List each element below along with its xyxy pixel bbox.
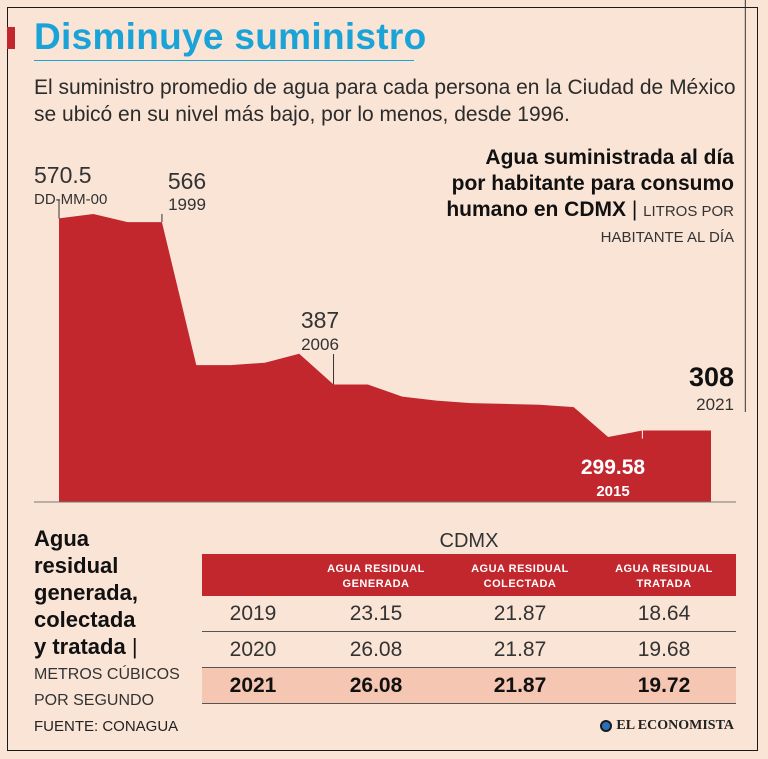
area-series (59, 214, 711, 502)
table-row: 2020 26.08 21.87 19.68 (202, 632, 736, 668)
annotation-label: 2021 (696, 395, 734, 414)
table-region-label: CDMX (439, 530, 499, 552)
header-generada-line-2: GENERADA (342, 578, 410, 590)
table-title-line-1: Agua (34, 526, 89, 551)
chart-title-line-3: humano en CDMX (446, 198, 627, 221)
chart-title-line-2: por habitante para consumo (451, 172, 734, 195)
chart-title: Agua suministrada al día por habitante p… (374, 145, 734, 251)
row-tratada: 18.64 (637, 601, 691, 625)
publisher-logo: EL ECONOMISTA (600, 718, 734, 734)
row-tratada: 19.68 (637, 637, 691, 661)
page-title: Disminuye suministro (34, 16, 427, 57)
table-title-line-5: y tratada (34, 634, 126, 659)
annotation-label: 2006 (301, 335, 339, 354)
row-year: 2020 (229, 637, 277, 661)
chart-unit-line-1: LITROS POR (643, 203, 734, 220)
logo-icon (600, 720, 613, 732)
source-note: FUENTE: CONAGUA (34, 718, 179, 735)
table-unit: METROS CÚBICOS POR SEGUNDO (34, 662, 204, 714)
row-year: 2021 (229, 673, 277, 697)
annotation-value: 566 (168, 168, 206, 194)
annotation-value: 570.5 (34, 162, 92, 188)
row-generada: 26.08 (349, 673, 403, 697)
header-tratada-line-2: TRATADA (636, 578, 692, 590)
logo-text: EL ECONOMISTA (616, 718, 734, 733)
annotation-label: 2015 (596, 483, 629, 500)
annotation-value: 299.58 (581, 456, 646, 479)
table-header-tratada: AGUA RESIDUAL TRATADA (592, 554, 736, 596)
row-year: 2019 (229, 601, 277, 625)
header-colectada-line-2: COLECTADA (483, 578, 557, 590)
title-accent-bar (7, 27, 15, 49)
header-colectada-line-1: AGUA RESIDUAL (471, 563, 569, 575)
chart-unit-line-2: HABITANTE AL DÍA (600, 229, 734, 246)
table-title: Agua residual generada, colectada y trat… (34, 525, 194, 660)
header-tratada-line-1: AGUA RESIDUAL (615, 563, 713, 575)
table-title-line-4: colectada (34, 607, 136, 632)
outer-frame (7, 7, 758, 751)
annotation-label: 1999 (168, 195, 206, 214)
chart-title-line-1: Agua suministrada al día (485, 146, 734, 169)
row-colectada: 21.87 (493, 601, 547, 625)
annotation-label: DD-MM-00 (34, 191, 107, 208)
row-generada: 23.15 (349, 601, 403, 625)
table-unit-line-2: POR SEGUNDO (34, 692, 155, 709)
data-table: AGUA RESIDUAL GENERADA AGUA RESIDUAL COL… (202, 554, 736, 704)
annotation-value: 387 (301, 307, 339, 333)
table-unit-line-1: METROS CÚBICOS (34, 666, 180, 683)
annotation-value: 308 (689, 362, 734, 392)
row-colectada: 21.87 (493, 637, 547, 661)
table-row: 2019 23.15 21.87 18.64 (202, 596, 736, 632)
table-header-colectada: AGUA RESIDUAL COLECTADA (448, 554, 592, 596)
row-colectada: 21.87 (493, 673, 547, 697)
subtitle: El suministro promedio de agua para cada… (34, 76, 736, 126)
table-header-row: AGUA RESIDUAL GENERADA AGUA RESIDUAL COL… (202, 554, 736, 596)
table-header-empty (202, 554, 304, 596)
table-title-line-2: residual (34, 553, 119, 578)
row-generada: 26.08 (349, 637, 403, 661)
title-underline (34, 60, 414, 61)
row-tratada: 19.72 (637, 673, 691, 697)
table-row-highlighted: 2021 26.08 21.87 19.72 (202, 668, 736, 704)
table-header-generada: AGUA RESIDUAL GENERADA (304, 554, 448, 596)
header-generada-line-1: AGUA RESIDUAL (327, 563, 425, 575)
table-title-line-3: generada, (34, 580, 138, 605)
